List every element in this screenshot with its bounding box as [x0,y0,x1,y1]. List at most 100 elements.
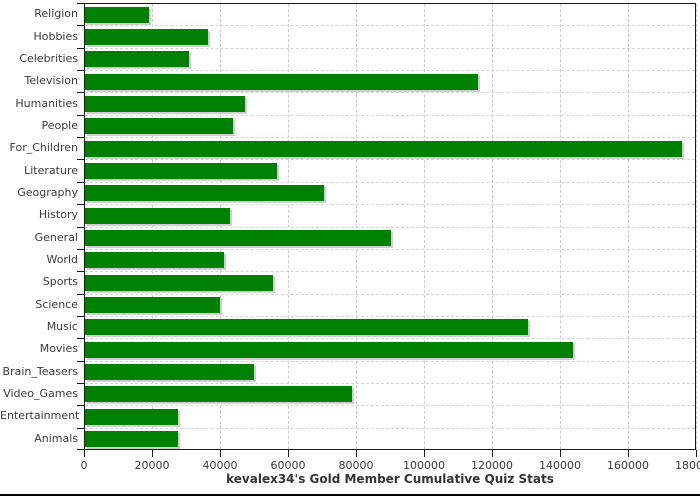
category-label: For_Children [9,141,78,155]
bar-celebrities [85,51,190,68]
horizontal-gridline [85,271,695,273]
y-axis-tick [77,47,84,49]
x-axis-tick-label: 160000 [607,459,649,472]
x-axis-tick-label: 0 [80,459,88,472]
y-axis-tick [77,204,84,206]
horizontal-gridline [85,427,695,429]
bar-history [85,207,231,224]
category-label: Animals [34,431,78,445]
category-label: World [46,253,78,267]
bar-television [85,73,479,90]
y-axis-tick [77,382,84,384]
bar-hobbies [85,28,209,45]
bar-sports [85,274,274,291]
bar-literature [85,162,278,179]
horizontal-gridline [85,70,695,72]
horizontal-gridline [85,204,695,206]
horizontal-gridline [85,92,695,94]
horizontal-gridline [85,360,695,362]
y-axis-tick [77,3,84,4]
y-axis-tick [77,137,84,139]
horizontal-gridline [85,226,695,228]
x-axis-tick [424,450,425,457]
bar-music [85,319,528,336]
bar-people [85,118,234,135]
horizontal-gridline [85,25,695,27]
bar-world [85,252,225,269]
category-label: People [41,118,78,132]
x-axis-tick-label: 180000 [675,459,700,472]
horizontal-gridline [85,159,695,161]
horizontal-gridline [85,338,695,340]
bar-humanities [85,95,246,112]
category-label: Celebrities [19,51,78,65]
category-label: History [38,208,78,222]
bar-religion [85,6,150,23]
y-axis-tick [77,70,84,72]
category-label: Video_Games [3,387,78,401]
horizontal-gridline [85,248,695,250]
category-label: Sports [42,275,78,289]
x-axis-tick [152,450,153,457]
y-axis-tick [77,248,84,250]
x-axis-tick [560,450,561,457]
y-axis-tick [77,449,84,450]
x-axis-tick-label: 100000 [403,459,445,472]
x-axis-tick [220,450,221,457]
category-label: Television [24,74,79,88]
y-axis-tick [77,405,84,407]
bar-brain_teasers [85,364,255,381]
category-label: Literature [24,163,78,177]
x-axis-tick [628,450,629,457]
horizontal-gridline [85,47,695,49]
bar-science [85,297,221,314]
y-axis-tick [77,181,84,183]
bar-entertainment [85,408,179,425]
x-axis-tick-label: 60000 [270,459,306,472]
vertical-gridline [696,4,697,449]
y-axis-tick [77,315,84,317]
x-axis-tick [696,450,697,457]
category-label: Geography [17,185,78,199]
y-axis-tick [77,427,84,429]
x-axis-tick-label: 80000 [338,459,374,472]
y-axis-tick [77,92,84,94]
horizontal-gridline [85,315,695,317]
horizontal-gridline [85,293,695,295]
x-axis-tick [288,450,289,457]
category-label: Religion [34,7,78,21]
y-axis-tick [77,114,84,116]
category-label: Movies [39,342,78,356]
horizontal-gridline [85,137,695,139]
bar-for_children [85,140,683,157]
chart-title: kevalex34's Gold Member Cumulative Quiz … [226,472,554,486]
bar-video_games [85,386,352,403]
bottom-divider [0,494,700,496]
horizontal-gridline [85,114,695,116]
category-label: Science [35,297,78,311]
category-label: Entertainment [0,409,80,423]
category-label: Brain_Teasers [2,364,78,378]
bar-geography [85,185,325,202]
x-axis-tick-label: 140000 [539,459,581,472]
x-axis-tick-label: 20000 [134,459,170,472]
x-axis-tick [84,450,85,457]
bar-animals [85,431,179,448]
category-label: Music [46,320,78,334]
x-axis-tick [356,450,357,457]
y-axis-tick [77,159,84,161]
bar-general [85,230,392,246]
horizontal-gridline [85,181,695,183]
x-axis-tick-label: 120000 [471,459,513,472]
y-axis-tick [77,271,84,273]
bar-movies [85,341,573,358]
category-label: Hobbies [33,29,78,43]
y-axis-tick [77,293,84,295]
x-axis-tick-label: 40000 [202,459,238,472]
horizontal-gridline [85,405,695,407]
category-label: General [34,230,78,244]
y-axis-tick [77,226,84,228]
y-axis-tick [77,25,84,27]
y-axis-tick [77,338,84,340]
